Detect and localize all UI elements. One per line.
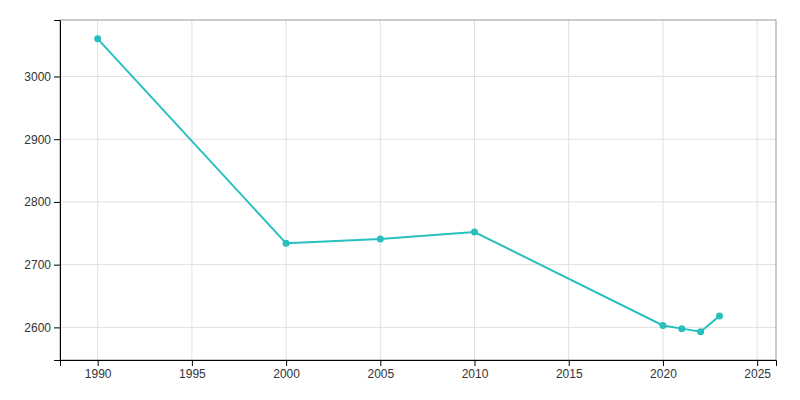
y-grid-line (60, 76, 776, 77)
x-tick-label: 1990 (85, 367, 112, 381)
x-grid-line (286, 20, 287, 360)
y-tick-mark (54, 202, 60, 203)
point (716, 313, 723, 320)
y-tick: 2800 (24, 195, 60, 209)
y-tick-label: 2800 (24, 195, 51, 209)
x-grid-line (97, 20, 98, 360)
line (98, 39, 720, 332)
x-tick-mark (286, 360, 287, 366)
plot: 1990 1995 2000 2005 2010 2015 2020 2025 2600 2700… (24, 20, 776, 381)
grid (60, 20, 776, 360)
x-tick-label: 2020 (650, 367, 677, 381)
x-tick-mark (98, 360, 99, 366)
point (678, 325, 685, 332)
x-tick: 2010 (462, 360, 489, 381)
y-tick-label: 2700 (24, 258, 51, 272)
x-grid-line (662, 20, 663, 360)
y-tick: 2900 (24, 133, 60, 147)
x-tick: 1995 (179, 360, 206, 381)
x-tick-mark (569, 360, 570, 366)
point (697, 328, 704, 335)
x-tick-label: 2010 (462, 367, 489, 381)
y-tick-mark (54, 327, 60, 328)
y-tick-label: 2900 (24, 133, 51, 147)
y-tick-mark (54, 265, 60, 266)
x-tick-label: 1995 (179, 367, 206, 381)
x-grid-line (568, 20, 569, 360)
y-grid-line (60, 264, 776, 265)
y-tick-label: 2600 (24, 321, 51, 335)
y-tick-label: 3000 (24, 70, 51, 84)
y-tick: 2700 (24, 258, 60, 272)
y-tick: 2600 (24, 321, 60, 335)
y-grid-line (60, 139, 776, 140)
point (377, 235, 384, 242)
y-tick-mark (54, 76, 60, 77)
y-grid-line (60, 201, 776, 202)
x-tick-mark (663, 360, 664, 366)
x-tick-mark (192, 360, 193, 366)
chart: 1990 1995 2000 2005 2010 2015 2020 2025 2600 2700… (0, 0, 800, 400)
x-axis: 1990 1995 2000 2005 2010 2015 2020 2025 (61, 360, 777, 381)
x-tick: 2015 (556, 360, 583, 381)
x-tick: 2005 (367, 360, 394, 381)
y-tick-mark (54, 139, 60, 140)
x-grid-line (191, 20, 192, 360)
plot-frame (60, 20, 776, 360)
x-tick-label: 2000 (273, 367, 300, 381)
x-tick: 2025 (744, 360, 771, 381)
point (283, 240, 290, 247)
x-tick: 2020 (650, 360, 677, 381)
x-tick-label: 2005 (367, 367, 394, 381)
y-axis: 2600 2700 2800 2900 3000 (24, 21, 60, 361)
point (659, 322, 666, 329)
point (471, 229, 478, 236)
x-tick: 1990 (85, 360, 112, 381)
x-tick-label: 2015 (556, 367, 583, 381)
x-tick-label: 2025 (744, 367, 771, 381)
marks (94, 35, 723, 335)
x-tick-mark (475, 360, 476, 366)
x-tick-mark (380, 360, 381, 366)
y-axis-line (54, 21, 61, 361)
point (94, 35, 101, 42)
x-grid-line (474, 20, 475, 360)
x-tick: 2000 (273, 360, 300, 381)
x-grid-line (757, 20, 758, 360)
x-grid-line (380, 20, 381, 360)
y-tick: 3000 (24, 70, 60, 84)
x-axis-line (61, 361, 777, 367)
x-tick-mark (757, 360, 758, 366)
